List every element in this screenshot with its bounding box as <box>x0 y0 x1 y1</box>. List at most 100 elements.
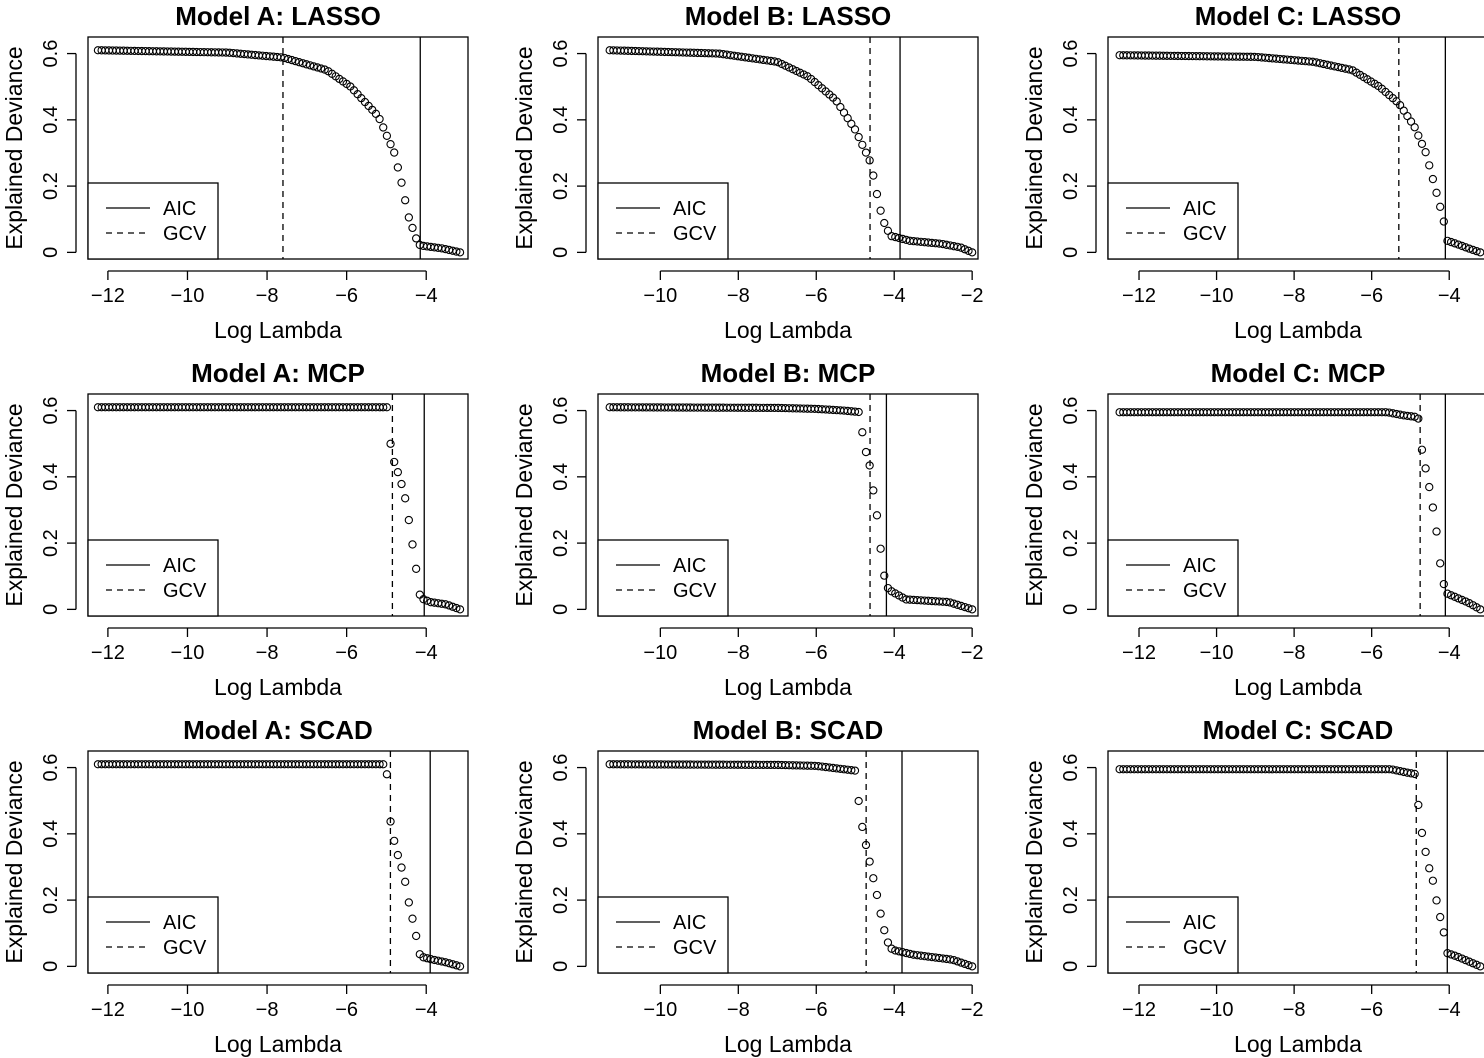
gcv-legend-label: GCV <box>163 223 207 245</box>
x-axis-label: Log Lambda <box>724 1031 852 1057</box>
y-axis-label: Explained Deviance <box>1 760 27 963</box>
legend: AIC GCV <box>597 896 729 974</box>
data-point <box>953 600 962 609</box>
y-tick-label: 0.4 <box>40 463 62 491</box>
panel-9: Model C: SCAD −12 −10 −8 −6 −4 Log Lambda 0 0.2 0… <box>1021 715 1484 1057</box>
y-tick-label: 0 <box>40 961 62 972</box>
data-point <box>291 56 300 66</box>
y-tick-label: 0.2 <box>1060 886 1082 914</box>
data-point <box>880 218 889 228</box>
data-point <box>968 605 977 614</box>
points-series <box>605 46 977 257</box>
data-point <box>1436 202 1445 211</box>
data-point <box>411 564 421 573</box>
data-point <box>960 959 969 969</box>
y-axis-label: Explained Deviance <box>1 403 27 606</box>
x-tick-label: −12 <box>91 285 125 307</box>
data-point <box>1414 800 1423 810</box>
panel-8: Model B: SCAD −10 −8 −6 −4 −2 Log Lambda 0 0.2 0.… <box>511 715 984 1057</box>
data-point <box>957 958 966 967</box>
legend: AIC GCV <box>87 896 219 974</box>
data-point <box>880 571 889 580</box>
gcv-legend-label: GCV <box>163 580 207 602</box>
x-tick-label: −6 <box>805 642 828 664</box>
y-axis-label: Explained Deviance <box>511 46 537 249</box>
points-series <box>605 403 977 614</box>
legend-box <box>1107 896 1239 974</box>
data-point <box>393 467 403 477</box>
aic-legend-label: AIC <box>673 198 706 220</box>
data-point <box>1461 956 1470 965</box>
legend: AIC GCV <box>1107 539 1239 617</box>
data-point <box>1428 174 1438 184</box>
data-point <box>1414 414 1423 423</box>
data-point <box>1417 828 1427 838</box>
data-point <box>382 131 392 140</box>
x-tick-label: −8 <box>727 285 750 307</box>
points-series <box>1115 408 1484 614</box>
x-tick-label: −4 <box>415 285 438 307</box>
data-point <box>843 114 852 123</box>
data-point <box>1446 237 1456 247</box>
x-tick-label: −4 <box>883 642 906 664</box>
x-tick-label: −6 <box>1360 285 1383 307</box>
data-point <box>1406 117 1416 126</box>
legend-box <box>87 896 219 974</box>
legend: AIC GCV <box>597 182 729 260</box>
x-tick-label: −10 <box>171 642 205 664</box>
data-point <box>1443 949 1452 958</box>
legend: AIC GCV <box>597 539 729 617</box>
data-point <box>375 760 384 769</box>
x-tick-label: −10 <box>643 642 677 664</box>
data-point <box>313 63 322 72</box>
data-point <box>386 817 395 826</box>
points-series <box>605 760 977 971</box>
y-tick-label: 0 <box>40 247 62 258</box>
data-point <box>382 770 392 779</box>
data-point <box>850 125 860 134</box>
data-point <box>957 243 966 252</box>
x-tick-label: −4 <box>415 642 438 664</box>
y-tick-label: 0.6 <box>1060 754 1082 782</box>
x-tick-label: −12 <box>1122 642 1156 664</box>
data-point <box>1428 876 1438 885</box>
x-tick-label: −8 <box>1283 642 1306 664</box>
aic-legend-label: AIC <box>1183 555 1216 577</box>
data-point <box>379 123 388 132</box>
panel-4: Model A: MCP −12 −10 −8 −6 −4 Log Lambda 0 0.2 0.… <box>1 358 469 700</box>
data-point <box>375 114 384 124</box>
aic-legend-label: AIC <box>673 912 706 934</box>
data-point <box>876 206 885 215</box>
x-tick-label: −6 <box>335 642 358 664</box>
data-point <box>964 246 973 255</box>
data-point <box>861 148 871 157</box>
x-tick-label: −4 <box>883 999 906 1021</box>
x-tick-label: −10 <box>171 285 205 307</box>
data-point <box>294 58 304 67</box>
data-point <box>839 108 849 117</box>
y-tick-label: 0.4 <box>1060 106 1082 134</box>
data-point <box>382 403 392 412</box>
x-tick-label: −8 <box>727 642 750 664</box>
data-point <box>876 909 885 918</box>
data-point <box>1454 240 1463 249</box>
x-tick-label: −12 <box>91 999 125 1021</box>
aic-legend-label: AIC <box>163 912 196 934</box>
y-tick-label: 0.6 <box>550 754 572 782</box>
panel-title: Model B: MCP <box>701 358 876 388</box>
x-tick-label: −10 <box>1200 642 1234 664</box>
data-point <box>880 926 889 935</box>
x-tick-label: −12 <box>1122 285 1156 307</box>
data-point <box>408 223 417 233</box>
y-tick-label: 0 <box>40 604 62 615</box>
data-point <box>411 234 421 243</box>
data-point <box>953 957 962 966</box>
y-axis-label: Explained Deviance <box>1 46 27 249</box>
panel-3: Model C: LASSO −12 −10 −8 −6 −4 Log Lambda 0 0.2… <box>1021 1 1484 343</box>
x-axis-label: Log Lambda <box>214 317 342 343</box>
points-series <box>1115 51 1484 257</box>
data-point <box>1450 239 1459 248</box>
data-point <box>953 242 962 251</box>
data-point <box>401 494 410 503</box>
y-tick-label: 0.6 <box>40 754 62 782</box>
